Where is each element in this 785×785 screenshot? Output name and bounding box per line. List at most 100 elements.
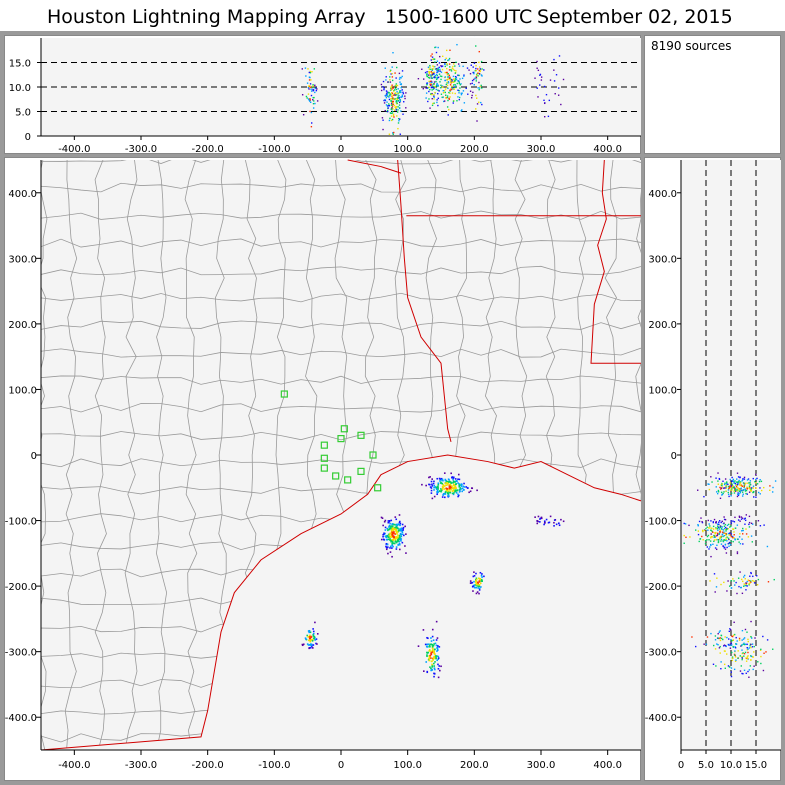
lightning-source-point [548, 521, 551, 524]
lightning-source-point [720, 583, 722, 586]
lightning-source-point [727, 527, 729, 530]
lightning-source-point [734, 516, 736, 519]
lightning-source-point [454, 65, 456, 67]
lightning-source-point [390, 89, 393, 91]
lightning-source-point [748, 647, 751, 649]
lightning-source-point [426, 643, 429, 646]
lightning-source-point [447, 78, 449, 80]
lightning-source-point [478, 73, 481, 75]
lma-station [337, 435, 345, 443]
lightning-source-point [432, 482, 435, 485]
lightning-source-point [744, 643, 747, 645]
lightning-source-point [719, 645, 721, 648]
lightning-source-point [435, 78, 438, 80]
lightning-source-point [312, 632, 315, 635]
lightning-source-point [719, 630, 721, 632]
lightning-source-point [467, 487, 469, 489]
lightning-source-point [425, 97, 427, 99]
lightning-source-point [433, 667, 436, 669]
lightning-source-point [431, 628, 434, 631]
lightning-source-point [698, 520, 701, 523]
lightning-source-point [744, 519, 747, 522]
lightning-source-point [471, 487, 474, 490]
lightning-source-point [461, 490, 464, 493]
lightning-source-point [755, 496, 757, 498]
lightning-source-point [446, 95, 449, 97]
lightning-source-point [753, 582, 756, 584]
lightning-source-point [451, 78, 453, 81]
lightning-source-point [733, 654, 736, 656]
lightning-source-point [397, 523, 400, 526]
lightning-source-point [742, 643, 745, 645]
lightning-source-point [733, 521, 736, 523]
lightning-source-point [726, 636, 728, 639]
lightning-source-point [462, 485, 465, 488]
lightning-source-point [400, 110, 402, 112]
lightning-source-point [728, 638, 730, 640]
lightning-source-point [435, 639, 438, 641]
alt-tick-label: 5.0 [15, 108, 31, 119]
lightning-source-point [431, 72, 433, 74]
lightning-source-point [734, 647, 737, 649]
lightning-source-point [383, 539, 385, 541]
lightning-source-point [757, 661, 759, 663]
lightning-source-point [432, 648, 434, 650]
lightning-source-point [432, 68, 434, 70]
lightning-source-point [395, 536, 398, 538]
lightning-source-point [730, 486, 732, 488]
lightning-source-point [387, 535, 389, 538]
county-line-h [41, 238, 641, 248]
lightning-source-point [391, 544, 394, 547]
lightning-source-point [536, 522, 539, 525]
lightning-source-point [391, 112, 393, 115]
lightning-source-point [739, 533, 741, 535]
lightning-source-point [465, 87, 467, 90]
lightning-source-point [431, 68, 433, 71]
lightning-source-point [745, 584, 747, 587]
lightning-source-point [718, 520, 721, 522]
lightning-source-point [386, 93, 388, 96]
lightning-source-point [429, 64, 431, 67]
map-panel: -400.0 -300.0 -200.0 -100.0 0 100.0 200.0 300.0… [4, 157, 642, 781]
lightning-source-point [474, 584, 477, 586]
lightning-source-point [386, 101, 388, 103]
lightning-source-point [742, 652, 744, 654]
lightning-source-point [428, 98, 430, 100]
lma-station [369, 451, 377, 459]
lightning-source-point [433, 58, 436, 60]
lightning-source-point [387, 105, 389, 107]
lightning-source-point [434, 65, 436, 68]
lightning-source-point [449, 484, 452, 486]
lightning-source-point [400, 527, 403, 530]
lightning-source-point [312, 89, 314, 92]
lightning-source-point [309, 634, 311, 637]
lightning-source-point [437, 482, 440, 485]
lightning-source-point [708, 523, 710, 525]
lightning-source-point [392, 52, 394, 54]
lightning-source-point [307, 630, 310, 632]
lightning-source-point [451, 492, 454, 495]
lightning-source-point [445, 97, 447, 99]
lightning-source-point [385, 538, 388, 541]
lightning-source-point [391, 104, 393, 106]
lightning-source-point [390, 540, 392, 542]
lightning-source-point [721, 526, 723, 528]
lightning-source-point [430, 93, 432, 95]
lightning-source-point [766, 639, 769, 641]
lightning-source-point [724, 650, 726, 652]
lightning-source-point [732, 479, 734, 482]
lightning-source-point [719, 525, 722, 527]
lightning-source-point [763, 652, 765, 654]
lightning-source-point [745, 514, 748, 516]
lightning-source-point [475, 69, 477, 72]
lightning-source-point [433, 95, 435, 97]
lma-station [320, 464, 328, 472]
lightning-source-point [435, 73, 438, 76]
lightning-source-point [738, 516, 741, 519]
y-tick-label: 100.0 [8, 385, 37, 396]
lightning-source-point [453, 81, 455, 83]
lightning-source-point [443, 472, 446, 474]
lightning-source-point [403, 534, 405, 537]
county-line-h [41, 320, 641, 331]
lightning-source-point [772, 486, 774, 489]
